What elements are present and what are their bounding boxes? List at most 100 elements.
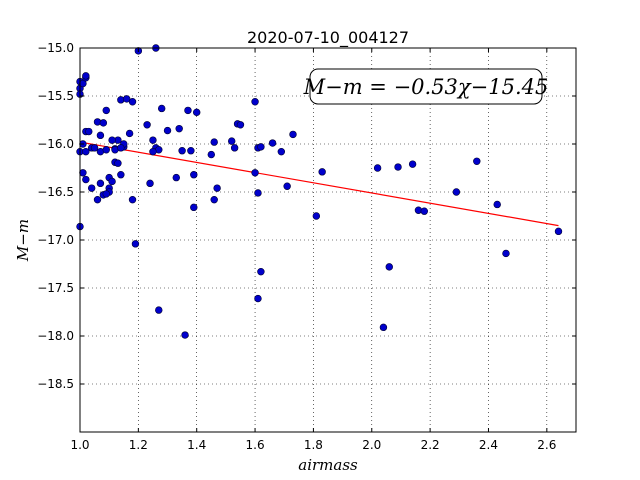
fit-line — [79, 141, 559, 227]
x-tick-label: 2.0 — [362, 438, 381, 452]
x-tick-label: 2.2 — [421, 438, 440, 452]
data-point — [131, 240, 140, 248]
y-tick-label: −17.0 — [37, 233, 74, 247]
data-point — [473, 157, 481, 165]
fit-line-group — [79, 141, 559, 227]
data-point — [102, 146, 110, 154]
y-tick-label: −18.0 — [37, 329, 74, 343]
data-point — [236, 121, 245, 129]
data-point — [254, 189, 262, 197]
data-point — [125, 129, 134, 138]
x-tick-label: 1.0 — [70, 438, 89, 452]
data-point — [213, 184, 221, 192]
data-point — [190, 203, 198, 212]
data-point — [184, 106, 192, 115]
data-point — [96, 179, 105, 188]
chart-title: 2020-07-10_004127 — [247, 28, 409, 48]
fit-annotation: M−m = −0.53χ−15.45 — [303, 68, 549, 105]
data-point — [268, 139, 277, 147]
data-point — [108, 177, 116, 186]
data-point — [207, 150, 215, 159]
data-point — [178, 147, 186, 155]
y-tick-label: −18.5 — [37, 377, 74, 391]
annotation-text: M−m = −0.53χ−15.45 — [303, 75, 549, 99]
y-tick-label: −16.0 — [37, 137, 74, 151]
x-tick-label: 1.2 — [129, 438, 148, 452]
data-point — [385, 263, 393, 271]
data-point — [277, 147, 286, 156]
data-point — [149, 147, 157, 156]
data-point — [554, 227, 563, 236]
y-tick-label: −16.5 — [37, 185, 74, 199]
y-tick-label: −15.5 — [37, 89, 74, 103]
axis-ticks — [79, 47, 576, 432]
data-point — [493, 200, 501, 209]
data-points — [76, 44, 563, 339]
data-point — [82, 175, 90, 184]
data-point — [128, 98, 137, 106]
data-point — [79, 169, 87, 177]
x-tick-labels: 1.0 1.2 1.4 1.6 1.8 2.0 2.2 2.4 2.6 — [70, 438, 556, 452]
data-point — [318, 168, 326, 176]
data-point — [102, 106, 110, 115]
data-point — [99, 119, 108, 127]
data-point — [289, 130, 297, 139]
data-point — [163, 126, 172, 135]
x-tick-label: 1.4 — [187, 438, 206, 452]
data-point — [190, 171, 198, 179]
data-point — [408, 160, 417, 168]
y-tick-labels: −15.0 −15.5 −16.0 −16.5 −17.0 −17.5 −18.0 −18.5 — [37, 41, 74, 391]
data-point — [283, 182, 291, 190]
y-tick-label: −15.0 — [37, 41, 74, 55]
data-point — [128, 195, 137, 204]
data-point — [257, 143, 265, 151]
x-tick-label: 1.6 — [246, 438, 265, 452]
data-point — [394, 163, 402, 171]
data-point — [379, 323, 388, 332]
data-point — [87, 184, 96, 192]
x-tick-label: 2.6 — [537, 438, 556, 452]
data-point — [175, 124, 183, 133]
data-point — [228, 137, 236, 145]
data-point — [117, 171, 125, 179]
y-tick-label: −17.5 — [37, 281, 74, 295]
data-point — [102, 190, 110, 198]
data-point — [230, 144, 239, 152]
data-point — [96, 131, 105, 140]
data-point — [146, 179, 154, 188]
data-point — [257, 267, 265, 276]
data-point — [149, 136, 157, 144]
data-point — [143, 121, 151, 129]
data-point — [172, 173, 180, 182]
data-point — [90, 144, 99, 152]
data-point — [157, 104, 166, 113]
data-point — [85, 127, 93, 136]
data-point — [82, 147, 90, 156]
data-point — [420, 207, 428, 215]
data-point — [254, 294, 262, 303]
data-point — [193, 108, 201, 117]
data-point — [251, 169, 259, 177]
data-point — [373, 164, 382, 172]
data-point — [114, 159, 122, 167]
data-point — [117, 144, 125, 152]
data-point — [502, 249, 510, 258]
data-point — [210, 138, 218, 146]
data-point — [155, 306, 163, 314]
x-tick-label: 1.8 — [304, 438, 323, 452]
annotation-box — [309, 68, 543, 105]
data-point — [122, 95, 131, 103]
data-point — [210, 195, 218, 204]
data-point — [108, 136, 116, 144]
x-axis-label: airmass — [298, 456, 358, 474]
data-point — [251, 98, 259, 106]
data-point — [93, 195, 102, 204]
data-point — [82, 72, 90, 80]
data-point — [187, 147, 195, 155]
y-axis-label: M−m — [14, 219, 32, 262]
data-point — [452, 188, 461, 196]
data-point — [181, 331, 189, 339]
data-point — [312, 212, 321, 220]
x-tick-label: 2.4 — [479, 438, 498, 452]
